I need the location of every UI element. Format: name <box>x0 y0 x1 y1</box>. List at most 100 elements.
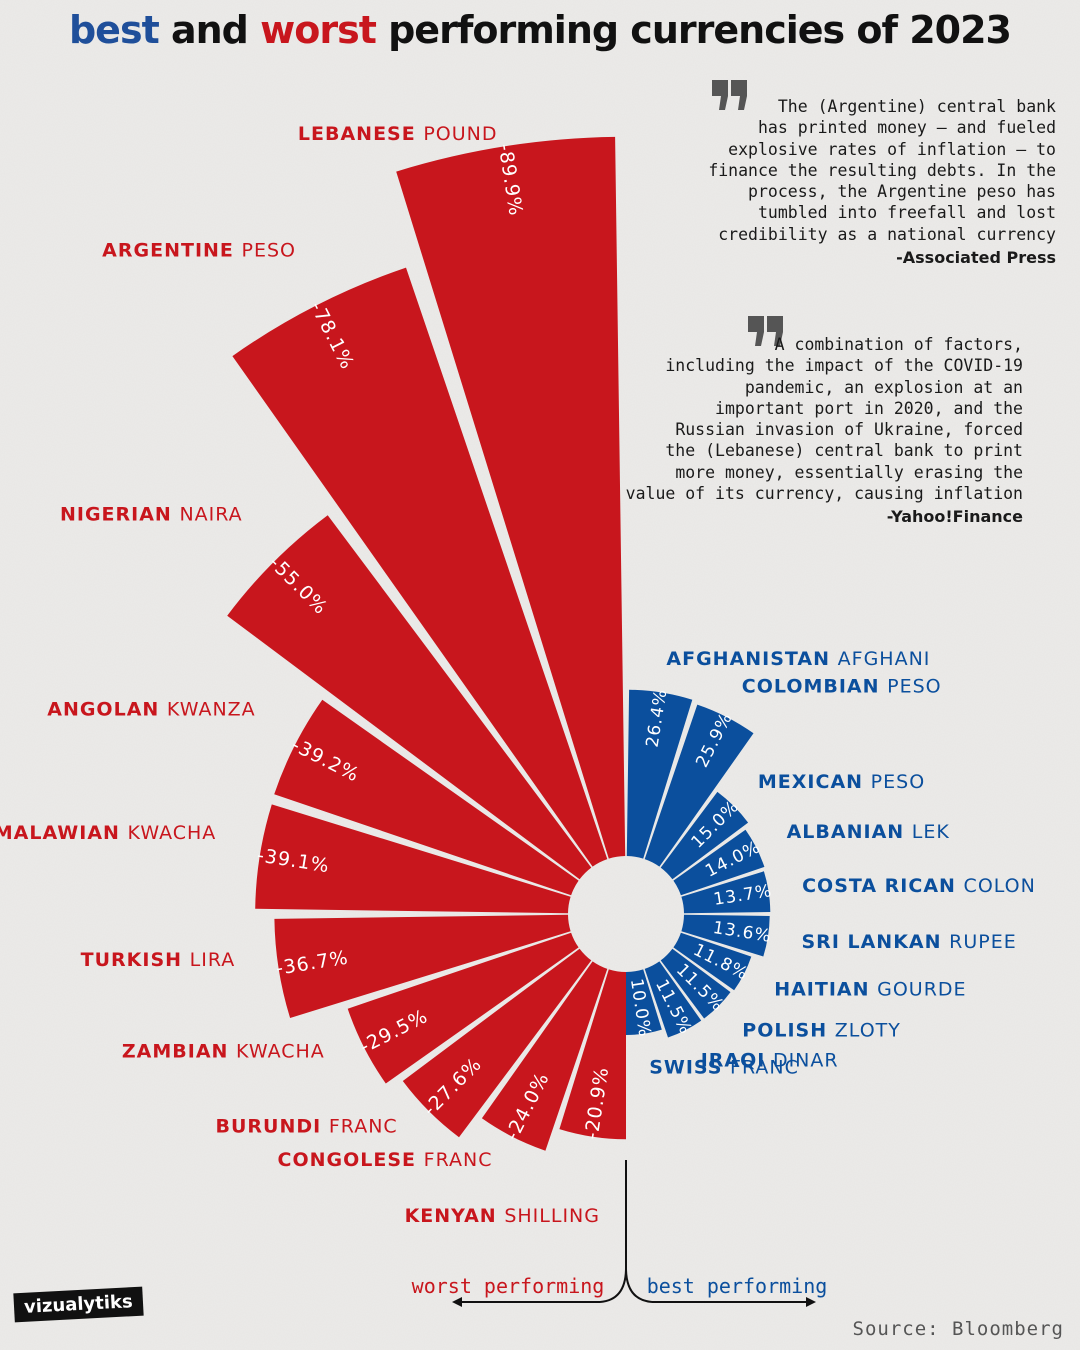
source-credit: Source: Bloomberg <box>852 1318 1064 1340</box>
currency-label: SRI LANKAN RUPEE <box>802 931 1017 953</box>
currency-name: RUPEE <box>949 931 1017 953</box>
currency-label: LEBANESE POUND <box>298 123 498 145</box>
best-bar-mexican <box>660 791 749 880</box>
best-bars-group <box>626 689 771 1038</box>
best-bar-albanian <box>673 829 765 896</box>
axis-bracket-line <box>599 1160 653 1303</box>
currency-label: BURUNDI FRANC <box>216 1115 398 1137</box>
country-name: ARGENTINE <box>102 239 241 261</box>
currency-labels: LEBANESE POUND ARGENTINE PESO NIGERIAN NAI… <box>0 123 1036 1227</box>
quote-source: -Associated Press <box>896 248 1056 268</box>
currency-label: CONGOLESE FRANC <box>278 1149 493 1171</box>
page-title: best and worst performing currencies of … <box>0 8 1080 52</box>
currency-name: LIRA <box>190 949 236 971</box>
quote-line: the (Lebanese) central bank to print <box>665 441 1023 461</box>
quote-line: pandemic, an explosion at an <box>744 377 1023 397</box>
country-name: MALAWIAN <box>0 822 128 844</box>
worst-bar-burundi <box>402 948 592 1138</box>
worst-bar-malawian <box>255 804 571 914</box>
country-name: CONGOLESE <box>278 1149 424 1171</box>
currency-name: LEK <box>912 821 950 843</box>
currency-name: PESO <box>887 676 941 698</box>
country-name: COSTA RICAN <box>802 875 963 897</box>
country-name: HAITIAN <box>774 979 877 1001</box>
currency-name: FRANC <box>424 1149 493 1171</box>
country-name: SRI LANKAN <box>802 931 950 953</box>
quote-line: process, the Argentine peso has <box>748 182 1056 202</box>
worst-bar-kenyan <box>559 969 626 1140</box>
country-name: ZAMBIAN <box>122 1040 236 1062</box>
quote-line: more money, essentially erasing the <box>675 462 1023 482</box>
currency-label: IRAQI DINAR <box>701 1050 839 1072</box>
best-bar-sri-lankan <box>681 914 770 957</box>
currency-name: FRANC <box>730 1056 799 1078</box>
quote-line: Russian invasion of Ukraine, forced <box>675 420 1023 440</box>
best-bar-polish <box>660 948 731 1019</box>
currency-name: ZLOTY <box>835 1019 901 1041</box>
currency-label: AFGHANISTAN AFGHANI <box>666 648 930 670</box>
quote-line: A combination of factors, <box>774 335 1023 354</box>
axis-bracket: worst performing best performing <box>412 1160 828 1307</box>
quote-line: important port in 2020, and the <box>715 398 1023 418</box>
currency-name: DINAR <box>773 1050 839 1072</box>
country-name: ALBANIAN <box>787 821 912 843</box>
currency-label: COLOMBIAN PESO <box>742 676 942 698</box>
quote-line: The (Argentine) central bank <box>777 97 1056 116</box>
country-name: TURKISH <box>81 949 190 971</box>
currency-label: COSTA RICAN COLON <box>802 875 1036 897</box>
best-bar-haitian <box>673 932 752 991</box>
currency-name: COLON <box>964 875 1036 897</box>
worst-arrow-icon <box>452 1297 462 1307</box>
title-best-word: best <box>68 8 160 52</box>
quote-associated-press: The (Argentine) central bank has printed… <box>708 96 1056 268</box>
country-name: COLOMBIAN <box>742 676 887 698</box>
title-rest: performing currencies of 2023 <box>388 8 1012 52</box>
currency-label: ZAMBIAN KWACHA <box>122 1040 325 1062</box>
quote-line: value of its currency, causing inflation <box>625 484 1023 504</box>
currency-label: SWISS FRANC <box>649 1056 799 1078</box>
currency-name: PESO <box>871 771 925 793</box>
currency-name: KWACHA <box>236 1040 325 1062</box>
currency-name: NAIRA <box>179 504 242 526</box>
quote-line: tumbled into freefall and lost <box>757 203 1056 223</box>
worst-bar-angolan <box>274 699 579 896</box>
worst-bar-congolese <box>481 961 608 1151</box>
worst-bars-group <box>227 136 626 1151</box>
country-name: SWISS <box>649 1056 730 1078</box>
worst-bar-zambian <box>347 932 579 1084</box>
currency-name: SHILLING <box>504 1205 600 1227</box>
quote-yahoo-finance: A combination of factors, including the … <box>626 334 1023 528</box>
currency-name: KWANZA <box>167 698 256 720</box>
best-bar-afghanistan <box>626 689 693 859</box>
best-arrow-icon <box>806 1297 816 1307</box>
currency-name: GOURDE <box>877 979 966 1001</box>
currency-label: ANGOLAN KWANZA <box>47 698 255 720</box>
quote-line: has printed money — and fueled <box>757 118 1056 138</box>
best-bar-costa-rican <box>681 871 771 914</box>
currency-label: POLISH ZLOTY <box>742 1019 901 1041</box>
currency-label: TURKISH LIRA <box>81 949 236 971</box>
country-name: AFGHANISTAN <box>666 648 837 670</box>
currency-label: MALAWIAN KWACHA <box>0 822 216 844</box>
worst-bar-nigerian <box>227 515 592 880</box>
currency-name: AFGHANI <box>838 648 931 670</box>
currency-name: KWACHA <box>128 822 217 844</box>
title-worst-word: worst <box>260 8 377 52</box>
country-name: MEXICAN <box>758 771 871 793</box>
currency-label: NIGERIAN NAIRA <box>60 504 243 526</box>
quote-source: -Yahoo!Finance <box>886 507 1023 527</box>
axis-label-worst: worst performing <box>412 1274 605 1298</box>
worst-bar-lebanese <box>396 136 626 859</box>
quote-mark-icon <box>748 316 783 346</box>
quote-line: explosive rates of inflation — to <box>728 139 1056 159</box>
best-bar-colombian <box>644 704 754 867</box>
quote-mark-icon <box>712 80 747 110</box>
axis-label-best: best performing <box>647 1274 828 1298</box>
currency-label: MEXICAN PESO <box>758 771 925 793</box>
currency-label: HAITIAN GOURDE <box>774 979 966 1001</box>
currency-name: POUND <box>423 123 497 145</box>
currency-label: ARGENTINE PESO <box>102 239 296 261</box>
country-name: POLISH <box>742 1019 834 1041</box>
country-name: IRAQI <box>701 1050 773 1072</box>
